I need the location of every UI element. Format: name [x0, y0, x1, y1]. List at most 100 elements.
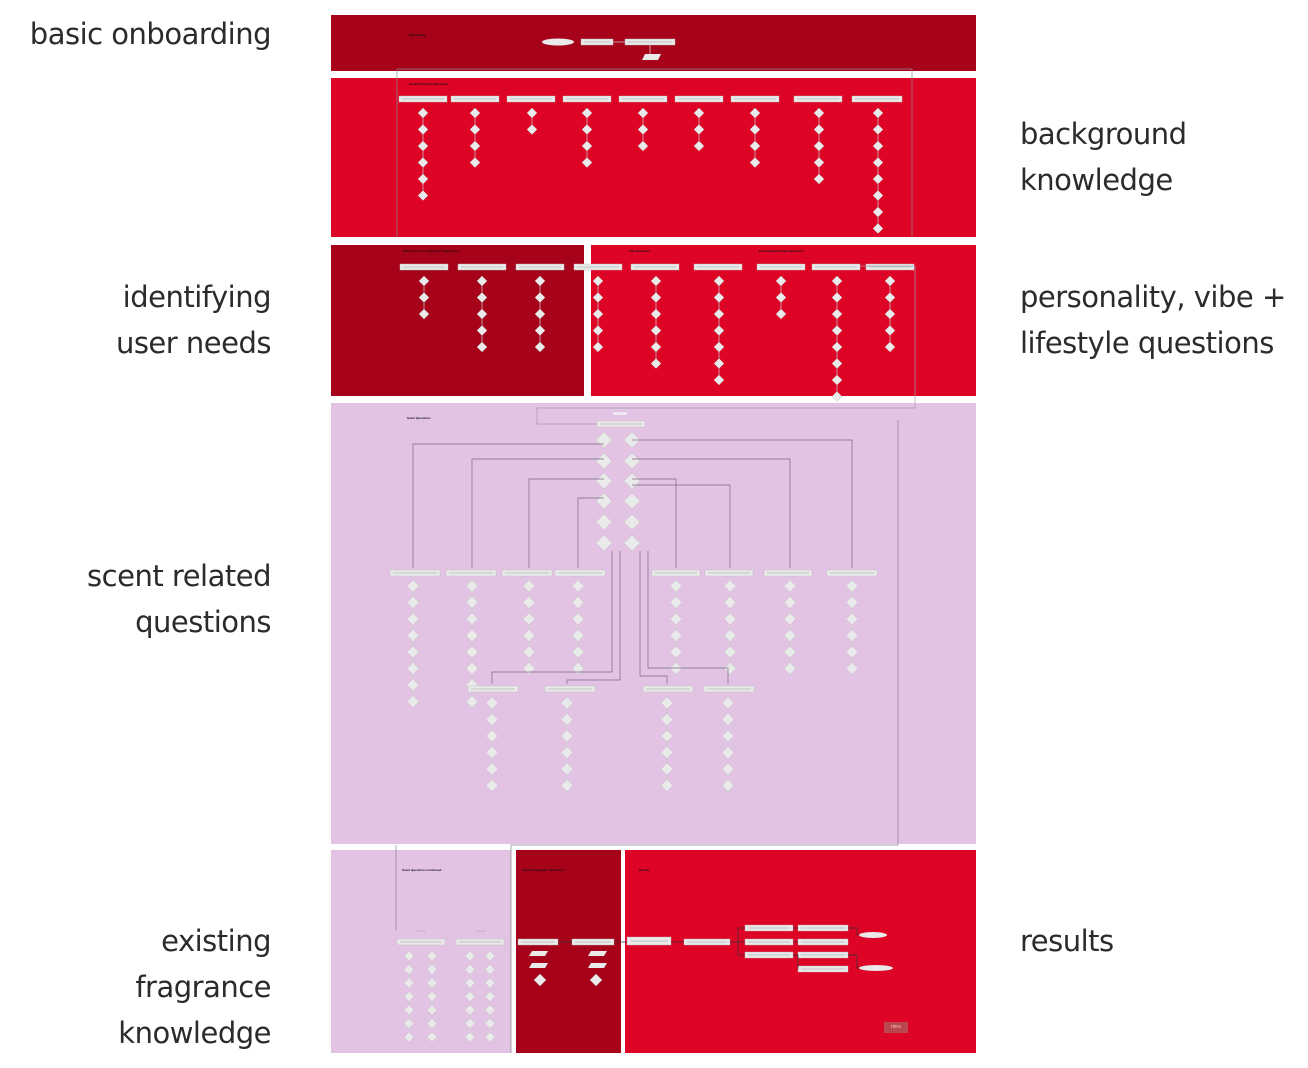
answer-diamond: [476, 308, 488, 320]
answer-diamond: [884, 292, 896, 303]
answer-diamond: [831, 292, 843, 303]
answer-diamond: [721, 713, 735, 726]
answer-diamond: [660, 729, 674, 743]
answer-diamond: [571, 596, 585, 609]
answer-diamond: [465, 629, 479, 642]
input-parallelogram: [588, 963, 607, 968]
answer-diamond: [403, 977, 415, 989]
answer-diamond: [426, 1004, 438, 1016]
answer-diamond: [571, 645, 585, 659]
answer-diamond: [418, 308, 430, 320]
answer-diamond: [418, 275, 430, 287]
answer-diamond: [465, 612, 479, 626]
label-background-knowledge: background knowledge: [1020, 117, 1187, 197]
answer-diamond: [464, 950, 476, 962]
answer-diamond: [872, 107, 884, 119]
connector-line: [632, 439, 853, 568]
answer-diamond: [469, 107, 481, 119]
answer-diamond: [831, 275, 843, 287]
section-title: Existing Fragrance Questions: [522, 868, 565, 872]
connector-line: [737, 942, 745, 956]
answer-diamond: [721, 729, 735, 743]
answer-diamond: [403, 1018, 415, 1029]
answer-diamond: [723, 662, 737, 675]
answer-diamond: [884, 341, 896, 353]
answer-diamond: [831, 391, 843, 402]
connector-line: [471, 458, 604, 568]
answer-diamond: [660, 746, 674, 759]
connector-line: [647, 551, 729, 684]
answer-diamond: [775, 275, 787, 287]
answer-diamond: [592, 275, 604, 287]
answer-diamond: [522, 629, 536, 642]
answer-diamond: [845, 596, 859, 609]
answer-diamond: [713, 358, 725, 369]
answer-diamond: [592, 325, 604, 336]
answer-diamond: [571, 579, 585, 593]
answer-diamond: [485, 779, 499, 792]
answer-diamond: [484, 1031, 496, 1043]
connector-line: [528, 478, 604, 568]
answer-diamond: [872, 157, 884, 168]
answer-diamond: [813, 157, 825, 168]
branch-tag: [416, 930, 426, 932]
answer-diamond: [560, 779, 574, 792]
answer-diamond: [581, 157, 593, 168]
answer-diamond: [693, 140, 705, 152]
answer-diamond: [484, 964, 496, 975]
answer-diamond: [476, 341, 488, 353]
label-personality-vibe-lifestyle: personality, vibe + lifestyle questions: [1020, 280, 1286, 360]
answer-diamond: [845, 629, 859, 642]
answer-diamond: [426, 991, 438, 1002]
section-results: Results: [625, 850, 976, 1053]
answer-diamond: [595, 431, 613, 449]
answer-diamond: [589, 973, 603, 987]
answer-diamond: [721, 696, 735, 710]
answer-diamond: [417, 190, 429, 201]
label-identifying-user-needs: identifying user needs: [115, 280, 272, 360]
section-title: What are users looking for? Needs test: [403, 249, 459, 253]
answer-diamond: [650, 358, 662, 369]
label-basic-onboarding: basic onboarding: [29, 17, 272, 51]
scent-start-label: [613, 412, 627, 415]
answer-diamond: [522, 612, 536, 626]
answer-diamond: [406, 695, 420, 708]
answer-diamond: [403, 991, 415, 1002]
answer-diamond: [403, 1031, 415, 1043]
answer-diamond: [526, 107, 538, 119]
answer-diamond: [522, 596, 536, 609]
branch-tag: [476, 930, 486, 932]
answer-diamond: [476, 325, 488, 336]
answer-diamond: [693, 124, 705, 135]
answer-diamond: [465, 695, 479, 708]
answer-diamond: [469, 124, 481, 135]
answer-diamond: [406, 645, 420, 659]
answer-diamond: [721, 762, 735, 776]
answer-diamond: [465, 596, 479, 609]
answer-diamond: [723, 596, 737, 609]
answer-diamond: [749, 124, 761, 135]
answer-diamond: [426, 964, 438, 975]
answer-diamond: [406, 662, 420, 675]
answer-diamond: [403, 964, 415, 975]
answer-diamond: [418, 292, 430, 303]
connector-line: [412, 443, 604, 568]
answer-diamond: [595, 513, 613, 531]
answer-diamond: [623, 492, 641, 510]
answer-diamond: [721, 779, 735, 792]
answer-diamond: [713, 308, 725, 320]
answer-diamond: [571, 662, 585, 675]
answer-diamond: [484, 950, 496, 962]
answer-diamond: [872, 206, 884, 218]
answer-diamond: [749, 157, 761, 168]
answer-diamond: [831, 374, 843, 386]
answer-diamond: [485, 762, 499, 776]
answer-diamond: [884, 325, 896, 336]
connector-line: [639, 551, 668, 684]
answer-diamond: [872, 190, 884, 201]
answer-diamond: [872, 124, 884, 135]
answer-diamond: [560, 746, 574, 759]
answer-diamond: [783, 596, 797, 609]
connector-line: [632, 458, 791, 568]
answer-diamond: [426, 950, 438, 962]
